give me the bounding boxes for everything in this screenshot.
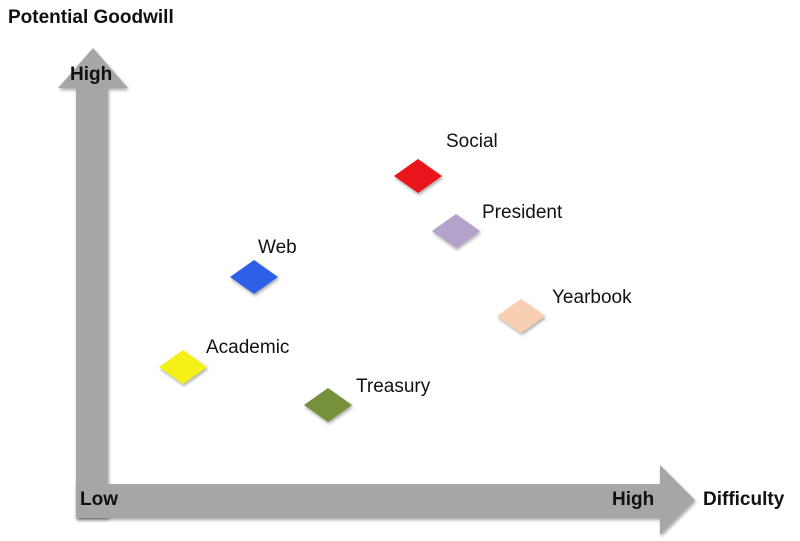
node-label: Yearbook [552, 287, 632, 308]
node-diamond [432, 214, 480, 248]
x-axis-title: Difficulty [703, 489, 785, 510]
node-diamond [304, 388, 352, 422]
x-low-label: Low [80, 489, 118, 510]
nodes: Social President Web Yearbook Academic Treasu… [159, 131, 632, 422]
node-diamond [497, 299, 545, 333]
node-diamond [230, 260, 278, 294]
y-high-label: High [70, 64, 112, 85]
x-high-label: High [612, 489, 654, 510]
node-label: Social [446, 131, 498, 152]
x-axis-arrow [76, 465, 695, 535]
node-label: President [482, 202, 563, 223]
node-label: Treasury [356, 376, 431, 397]
y-axis-title: Potential Goodwill [8, 7, 174, 28]
node-diamond [394, 159, 442, 193]
node-label: Web [258, 237, 297, 258]
y-axis-arrow [58, 48, 128, 518]
node-diamond [159, 350, 207, 384]
node-label: Academic [206, 337, 289, 358]
